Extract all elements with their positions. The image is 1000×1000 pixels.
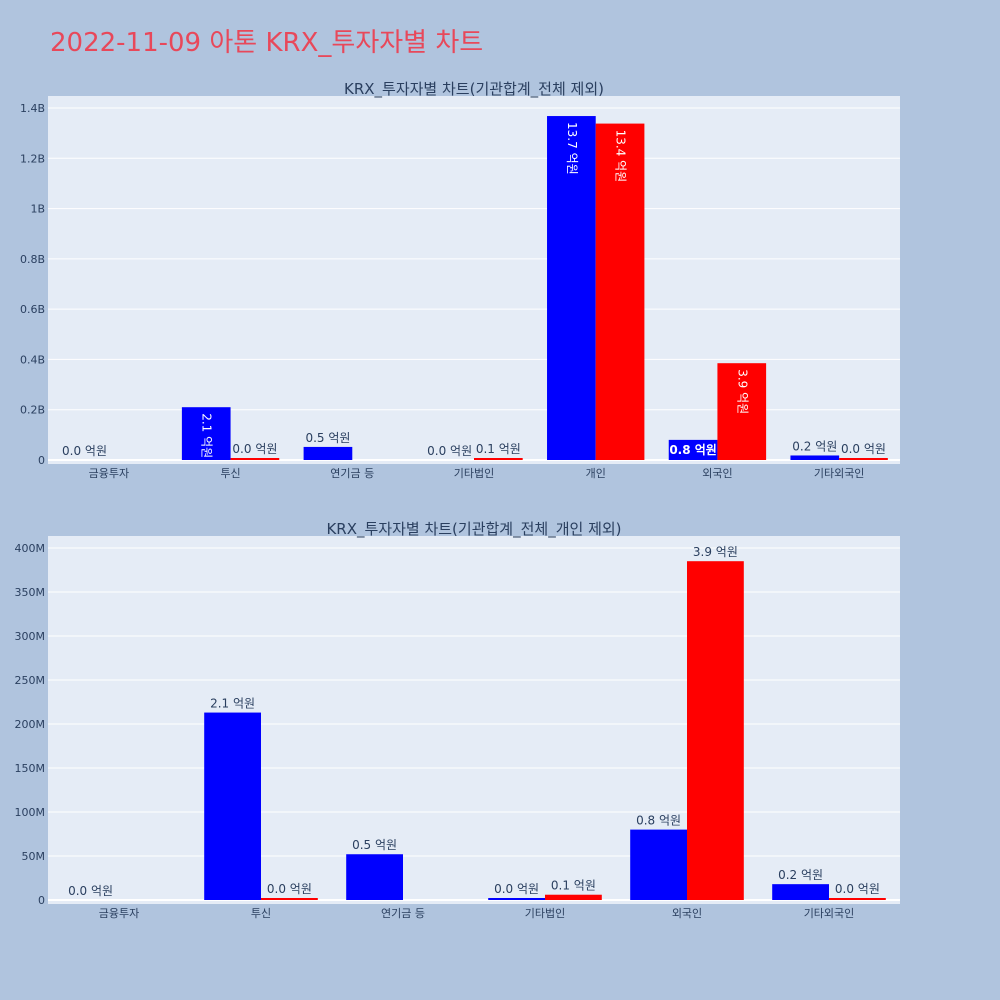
bar — [772, 884, 829, 900]
bar-label: 3.9 억원 — [735, 369, 749, 414]
y-tick-label: 0 — [38, 894, 45, 907]
bar-label: 0.8 억원 — [636, 814, 681, 828]
bar-label: 3.9 억원 — [693, 545, 738, 559]
y-tick-label: 0 — [38, 454, 45, 467]
y-tick-label: 100M — [15, 806, 46, 819]
page-title: 2022-11-09 아톤 KRX_투자자별 차트 — [50, 28, 484, 58]
x-tick-label: 연기금 등 — [330, 467, 374, 480]
bar-label: 0.2 억원 — [792, 439, 837, 453]
bar-label: 0.0 억원 — [427, 444, 472, 458]
bar-label: 13.7 억원 — [565, 122, 579, 175]
bar — [346, 854, 403, 900]
y-tick-label: 0.8B — [20, 253, 45, 266]
bar-label: 0.2 억원 — [778, 868, 823, 882]
bar — [261, 898, 318, 900]
bar — [839, 458, 888, 460]
bar-label: 0.0 억원 — [841, 442, 886, 456]
bar — [181, 407, 231, 460]
bar-label: 0.0 억원 — [232, 442, 277, 456]
y-tick-label: 0.2B — [20, 404, 45, 417]
bar-label: 2.1 억원 — [200, 413, 214, 458]
y-tick-label: 0.4B — [20, 353, 45, 366]
y-tick-label: 400M — [15, 542, 46, 555]
bar-label: 0.0 억원 — [68, 884, 113, 898]
x-tick-label: 투신 — [251, 907, 271, 920]
chart-title: KRX_투자자별 차트(기관합계_전체 제외) — [344, 80, 604, 99]
bar-label: 13.4 억원 — [614, 130, 628, 183]
bar — [547, 116, 596, 460]
x-tick-label: 기타법인 — [454, 467, 494, 480]
y-tick-label: 1.2B — [20, 152, 45, 165]
bar-label: 0.1 억원 — [551, 879, 596, 893]
x-tick-label: 외국인 — [672, 907, 702, 920]
bar — [230, 458, 280, 460]
y-tick-label: 200M — [15, 718, 46, 731]
x-tick-label: 금융투자 — [89, 467, 129, 480]
x-tick-label: 개인 — [586, 467, 606, 480]
y-tick-label: 350M — [15, 586, 46, 599]
bar — [488, 898, 545, 900]
x-tick-label: 연기금 등 — [381, 907, 425, 920]
x-tick-label: 외국인 — [702, 467, 732, 480]
bar — [790, 455, 840, 460]
x-tick-label: 기타법인 — [525, 907, 565, 920]
chart-1: KRX_투자자별 차트(기관합계_전체 제외) 0 0.2B 0.4B 0.6B 0.8B… — [20, 80, 900, 480]
bar-label: 0.5 억원 — [352, 838, 397, 852]
plot-area — [48, 536, 900, 904]
x-tick-label: 기타외국인 — [804, 907, 855, 920]
y-tick-label: 300M — [15, 630, 46, 643]
y-tick-label: 1.4B — [20, 102, 45, 115]
bar — [687, 561, 744, 900]
x-tick-label: 금융투자 — [99, 907, 139, 920]
y-tick-label: 50M — [22, 850, 46, 863]
bar — [595, 123, 645, 461]
y-tick-label: 150M — [15, 762, 46, 775]
y-tick-label: 1B — [30, 203, 45, 216]
bar-label: 2.1 억원 — [210, 697, 255, 711]
bar-label: 0.5 억원 — [305, 431, 350, 445]
bar-label: 0.1 억원 — [476, 442, 521, 456]
bar — [630, 829, 687, 900]
bar — [474, 458, 523, 460]
bar — [545, 894, 602, 900]
bar — [204, 712, 261, 900]
bar — [717, 363, 767, 460]
y-tick-label: 0.6B — [20, 303, 45, 316]
bar-label: 0.0 억원 — [835, 882, 880, 896]
x-tick-label: 기타외국인 — [814, 467, 865, 480]
x-tick-label: 투신 — [220, 467, 240, 480]
bar-label: 0.8 억원 — [669, 443, 717, 457]
bar — [668, 439, 718, 460]
chart-2: KRX_투자자별 차트(기관합계_전체_개인 제외) 0 50M 100M 150M 20… — [15, 520, 900, 920]
bar-label: 0.0 억원 — [494, 882, 539, 896]
y-tick-label: 250M — [15, 674, 46, 687]
chart-title: KRX_투자자별 차트(기관합계_전체_개인 제외) — [326, 520, 621, 539]
bar-label: 0.0 억원 — [62, 444, 107, 458]
bar-label: 0.0 억원 — [267, 882, 312, 896]
bar — [829, 898, 886, 900]
plot-area — [48, 96, 900, 464]
bar — [303, 446, 353, 460]
